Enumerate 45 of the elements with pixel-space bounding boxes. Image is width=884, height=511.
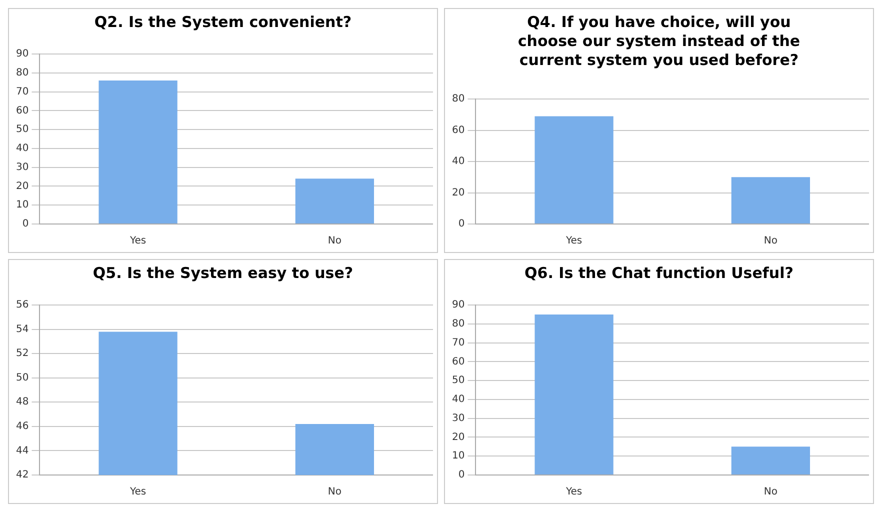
x-tick-label: No [764,236,778,247]
y-tick-label: 80 [16,67,29,78]
y-tick-label: 0 [22,218,29,230]
y-tick-label: 30 [452,412,465,424]
y-tick-label: 40 [452,156,465,168]
chart-title: Q6. Is the Chat function Useful? [524,264,794,283]
y-tick-label: 48 [16,396,29,408]
y-tick-label: 80 [452,318,465,330]
y-tick-label: 40 [452,394,465,406]
y-tick-label: 50 [16,372,29,384]
x-tick-label: Yes [128,236,146,247]
y-tick-label: 10 [16,200,29,211]
x-tick-label: Yes [564,486,582,498]
y-tick-label: 52 [16,348,29,360]
y-tick-label: 0 [458,218,465,230]
x-tick-label: Yes [128,486,146,498]
y-tick-label: 42 [16,470,29,481]
y-tick-label: 80 [452,94,465,105]
x-tick-label: No [328,486,342,498]
y-tick-label: 30 [16,162,29,173]
y-tick-label: 90 [452,300,465,311]
x-tick-label: No [328,236,342,247]
x-tick-label: No [764,486,778,498]
chart-title: Q2. Is the System convenient? [93,13,353,32]
y-tick-label: 70 [16,86,29,98]
y-tick-label: 56 [16,300,29,311]
y-tick-label: 20 [16,180,29,192]
y-tick-label: 20 [452,432,465,443]
y-tick-label: 20 [452,187,465,198]
chart-title: Q4. If you have choice, will you choose our system instead of the current system you used before? [516,13,802,70]
y-tick-label: 40 [16,143,29,154]
y-tick-label: 60 [452,356,465,368]
x-tick-label: Yes [564,236,582,247]
y-tick-label: 50 [16,124,29,136]
y-tick-label: 60 [16,105,29,116]
y-tick-label: 10 [452,450,465,462]
y-tick-label: 70 [452,337,465,348]
y-tick-label: 50 [452,375,465,386]
y-tick-label: 54 [16,324,29,335]
y-tick-label: 46 [16,421,29,432]
chart-title: Q5. Is the System easy to use? [92,264,354,283]
y-tick-label: 90 [16,48,29,60]
y-tick-label: 60 [452,124,465,136]
y-tick-label: 44 [16,445,29,456]
y-tick-label: 0 [458,470,465,481]
